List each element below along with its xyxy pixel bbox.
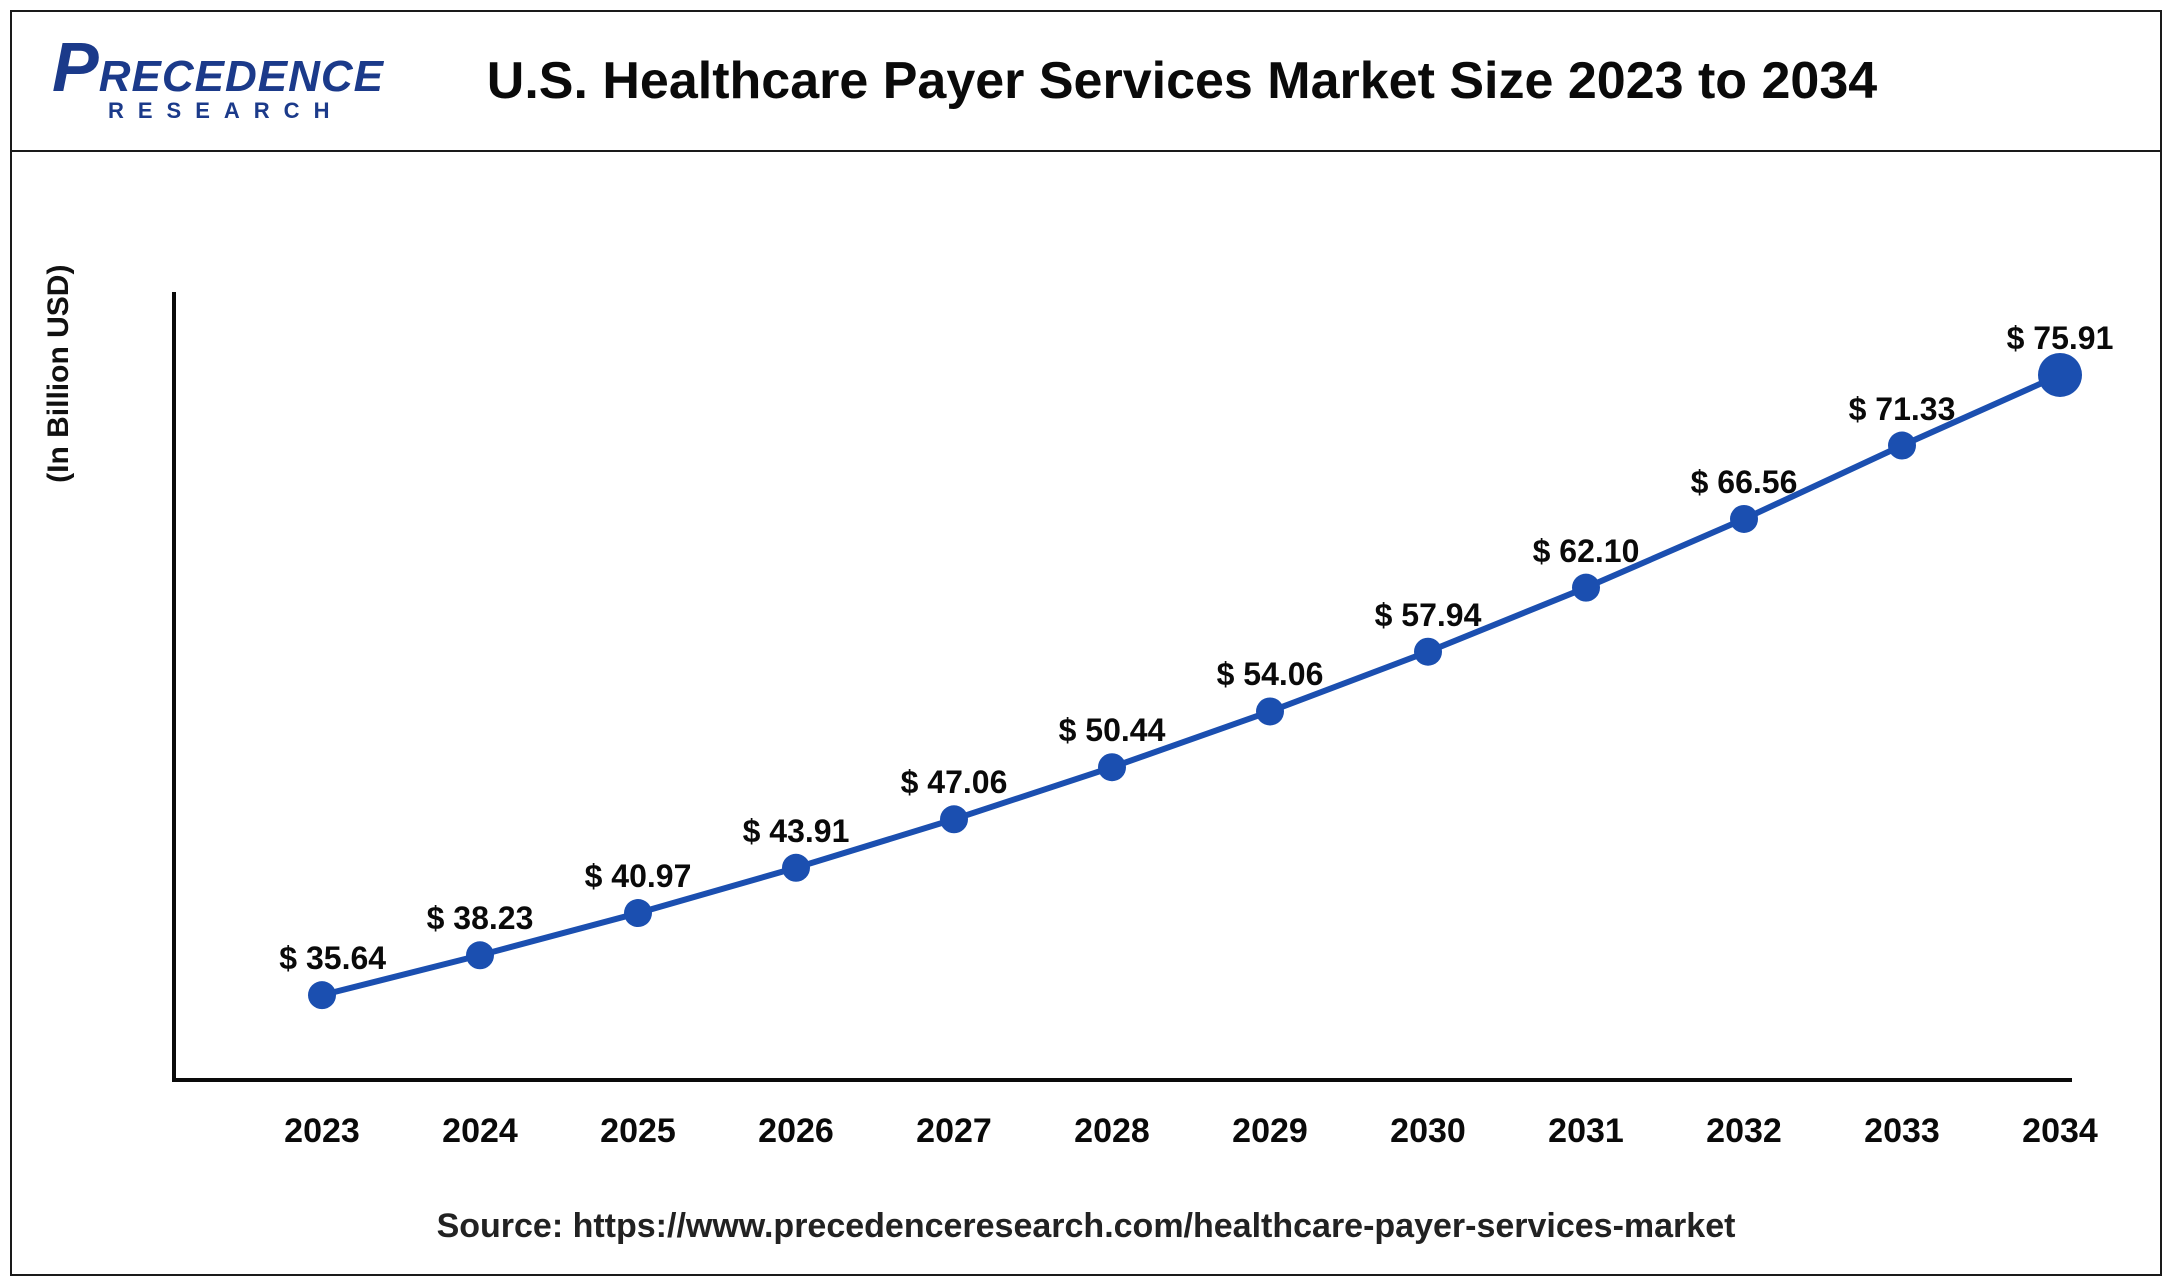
data-label: $ 54.06 bbox=[1217, 656, 1324, 693]
line-series-svg bbox=[172, 292, 2072, 1082]
data-label: $ 75.91 bbox=[2007, 320, 2114, 357]
logo-letter: P bbox=[52, 39, 99, 95]
data-label: $ 38.23 bbox=[427, 900, 534, 937]
data-label: $ 43.91 bbox=[743, 813, 850, 850]
data-point bbox=[2038, 353, 2082, 397]
x-tick-label: 2030 bbox=[1390, 1112, 1466, 1151]
data-label: $ 71.33 bbox=[1849, 391, 1956, 428]
data-point bbox=[308, 981, 336, 1009]
x-tick-label: 2033 bbox=[1864, 1112, 1940, 1151]
x-tick-label: 2026 bbox=[758, 1112, 834, 1151]
x-tick-label: 2024 bbox=[442, 1112, 518, 1151]
x-tick-label: 2031 bbox=[1548, 1112, 1624, 1151]
series-line bbox=[322, 375, 2060, 995]
data-point bbox=[466, 941, 494, 969]
data-label: $ 40.97 bbox=[585, 858, 692, 895]
data-point bbox=[1414, 638, 1442, 666]
logo-main: RECEDENCE bbox=[99, 52, 384, 102]
plot-area: $ 35.64 $ 38.23 $ 40.97 $ 43.91 $ 47.06 $ 50.… bbox=[172, 292, 2072, 1082]
data-point bbox=[940, 805, 968, 833]
chart-title: U.S. Healthcare Payer Services Market Si… bbox=[424, 51, 2120, 111]
x-tick-label: 2028 bbox=[1074, 1112, 1150, 1151]
logo-sub: RESEARCH bbox=[108, 98, 343, 124]
header: P RECEDENCE RESEARCH U.S. Healthcare Pay… bbox=[12, 12, 2160, 152]
chart-frame: P RECEDENCE RESEARCH U.S. Healthcare Pay… bbox=[10, 10, 2162, 1276]
data-point bbox=[1098, 753, 1126, 781]
data-point bbox=[1730, 505, 1758, 533]
brand-logo: P RECEDENCE RESEARCH bbox=[52, 39, 384, 124]
data-point bbox=[1256, 697, 1284, 725]
data-label: $ 66.56 bbox=[1691, 464, 1798, 501]
data-point bbox=[1888, 432, 1916, 460]
data-label: $ 50.44 bbox=[1059, 712, 1166, 749]
source-citation: Source: https://www.precedenceresearch.c… bbox=[12, 1207, 2160, 1246]
x-tick-label: 2025 bbox=[600, 1112, 676, 1151]
data-label: $ 35.64 bbox=[279, 940, 386, 977]
x-tick-label: 2023 bbox=[284, 1112, 360, 1151]
x-tick-label: 2029 bbox=[1232, 1112, 1308, 1151]
data-label: $ 62.10 bbox=[1533, 533, 1640, 570]
data-point bbox=[624, 899, 652, 927]
x-tick-label: 2032 bbox=[1706, 1112, 1782, 1151]
data-label: $ 47.06 bbox=[901, 764, 1008, 801]
data-label: $ 57.94 bbox=[1375, 597, 1482, 634]
data-point bbox=[1572, 574, 1600, 602]
y-axis-label: (In Billion USD) bbox=[42, 265, 76, 483]
x-tick-label: 2034 bbox=[2022, 1112, 2098, 1151]
data-point bbox=[782, 854, 810, 882]
x-tick-label: 2027 bbox=[916, 1112, 992, 1151]
